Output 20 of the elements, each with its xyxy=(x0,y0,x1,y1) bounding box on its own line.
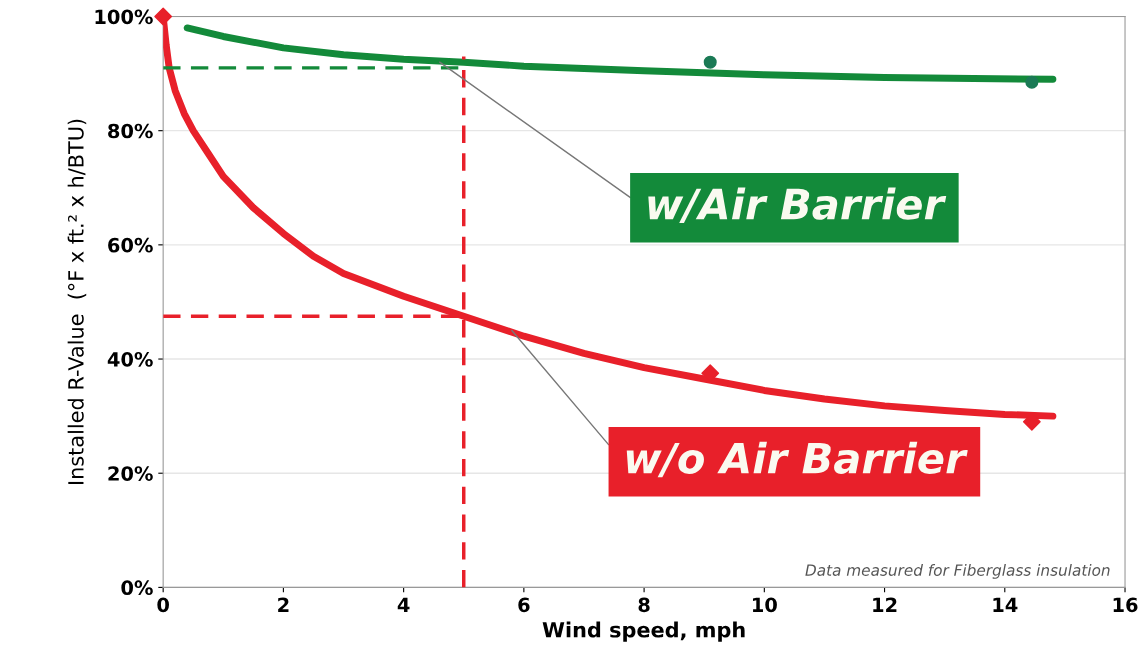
x-tick-label: 16 xyxy=(1113,597,1138,613)
annotation: Data measured for Fiberglass insulation xyxy=(805,564,1110,579)
x-tick-label: 4 xyxy=(397,597,410,612)
x-tick-label: 14 xyxy=(993,597,1018,612)
y-tick-label: 0% xyxy=(121,580,153,596)
annotation: w/o Air Barrier xyxy=(626,441,968,478)
y-tick-label: 60% xyxy=(108,237,153,253)
y-tick-label: 20% xyxy=(108,466,153,481)
x-tick-label: 6 xyxy=(518,597,530,613)
y-tick-label: 40% xyxy=(107,352,153,367)
x-tick-label: 0 xyxy=(157,597,169,613)
y-tick-label: 80% xyxy=(108,123,153,139)
y-tick-label: 100% xyxy=(95,9,153,25)
x-tick-label: 2 xyxy=(278,597,289,612)
annotation: w/Air Barrier xyxy=(648,187,947,224)
x-tick-label: 8 xyxy=(638,597,650,613)
x-tick-label: 12 xyxy=(873,597,897,612)
y-axis-title: Installed R-Value (°F x ft.² x h/BTU) xyxy=(67,119,87,484)
x-tick-label: 10 xyxy=(752,597,777,613)
x-axis-title: Wind speed, mph xyxy=(542,621,745,642)
